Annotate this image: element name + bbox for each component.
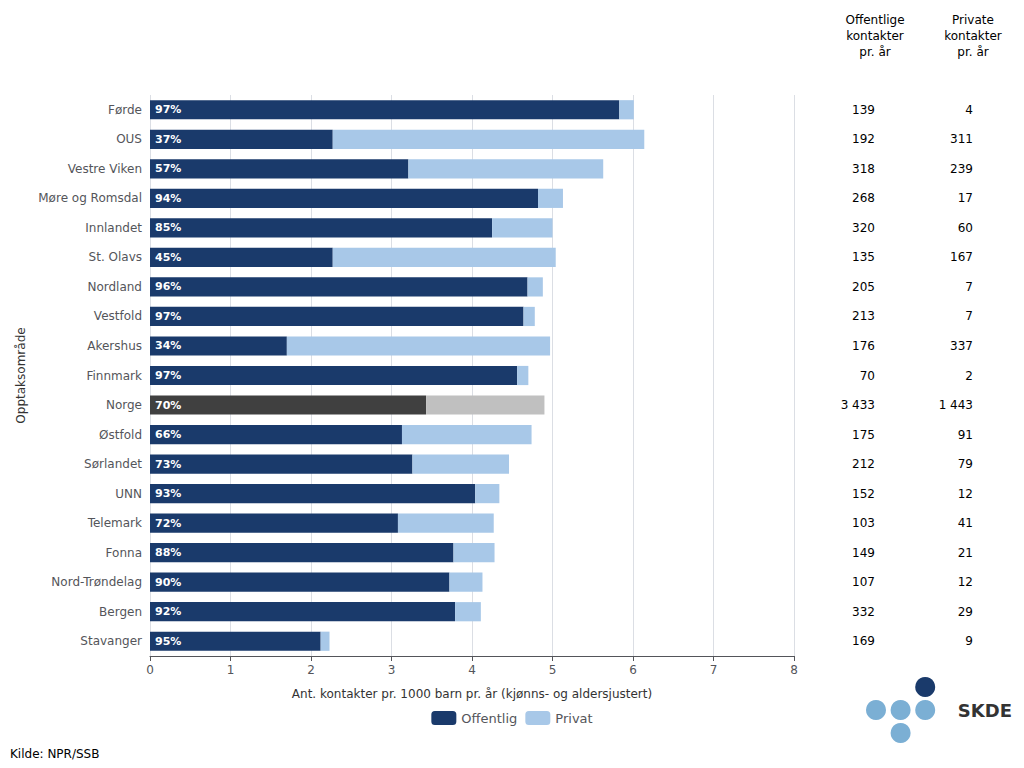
svg-text:213: 213 [852,309,875,323]
svg-text:Fonna: Fonna [106,546,142,560]
svg-text:72%: 72% [155,517,181,530]
svg-text:91: 91 [958,428,973,442]
svg-text:337: 337 [950,339,973,353]
svg-text:8: 8 [790,663,798,677]
svg-text:Offentlige: Offentlige [845,13,904,27]
svg-text:Finnmark: Finnmark [87,369,143,383]
svg-text:2: 2 [307,663,315,677]
svg-text:93%: 93% [155,487,181,500]
svg-text:6: 6 [629,663,637,677]
svg-text:97%: 97% [155,103,181,116]
svg-text:37%: 37% [155,133,181,146]
svg-text:pr. år: pr. år [859,45,890,59]
svg-text:73%: 73% [155,458,181,471]
svg-text:Stavanger: Stavanger [80,634,142,648]
svg-text:192: 192 [852,132,875,146]
svg-text:Nordland: Nordland [87,280,142,294]
svg-text:Innlandet: Innlandet [85,221,142,235]
svg-text:Opptaksområde: Opptaksområde [14,327,28,423]
svg-text:kontakter: kontakter [944,29,1002,43]
svg-text:90%: 90% [155,576,181,589]
svg-text:Norge: Norge [106,398,142,412]
svg-text:205: 205 [852,280,875,294]
svg-text:152: 152 [852,487,875,501]
svg-text:pr. år: pr. år [957,45,988,59]
svg-text:60: 60 [958,221,973,235]
svg-text:34%: 34% [155,339,181,352]
svg-text:2: 2 [965,369,973,383]
svg-text:57%: 57% [155,162,181,175]
svg-text:Ant. kontakter pr. 1000 barn p: Ant. kontakter pr. 1000 barn pr. år (kjø… [292,687,652,701]
svg-text:175: 175 [852,428,875,442]
svg-text:4: 4 [468,663,476,677]
svg-text:7: 7 [710,663,718,677]
svg-text:332: 332 [852,605,875,619]
svg-text:45%: 45% [155,251,181,264]
svg-text:268: 268 [852,191,875,205]
svg-text:169: 169 [852,634,875,648]
svg-text:139: 139 [852,103,875,117]
svg-text:97%: 97% [155,369,181,382]
svg-text:95%: 95% [155,635,181,648]
svg-text:3 433: 3 433 [841,398,875,412]
svg-text:17: 17 [958,191,973,205]
svg-text:239: 239 [950,162,973,176]
svg-text:9: 9 [965,634,973,648]
svg-text:29: 29 [958,605,973,619]
svg-text:7: 7 [965,280,973,294]
svg-text:SKDE: SKDE [958,700,1012,721]
svg-text:Bergen: Bergen [99,605,142,619]
svg-text:OUS: OUS [116,132,142,146]
svg-text:149: 149 [852,546,875,560]
svg-text:70: 70 [860,369,875,383]
svg-text:41: 41 [958,516,973,530]
svg-text:1: 1 [227,663,235,677]
svg-text:Akershus: Akershus [87,339,142,353]
svg-text:97%: 97% [155,310,181,323]
svg-text:92%: 92% [155,605,181,618]
svg-text:kontakter: kontakter [846,29,904,43]
svg-text:167: 167 [950,250,973,264]
svg-text:212: 212 [852,457,875,471]
svg-text:85%: 85% [155,221,181,234]
svg-text:Møre og Romsdal: Møre og Romsdal [38,191,142,205]
svg-text:94%: 94% [155,192,181,205]
svg-text:135: 135 [852,250,875,264]
svg-text:311: 311 [950,132,973,146]
svg-text:70%: 70% [155,399,181,412]
svg-text:Sørlandet: Sørlandet [84,457,142,471]
svg-text:12: 12 [958,575,973,589]
svg-text:Private: Private [952,13,994,27]
svg-text:176: 176 [852,339,875,353]
svg-text:88%: 88% [155,546,181,559]
svg-text:1 443: 1 443 [939,398,973,412]
svg-text:Vestre Viken: Vestre Viken [68,162,142,176]
svg-text:5: 5 [549,663,557,677]
svg-text:UNN: UNN [115,487,142,501]
svg-text:0: 0 [146,663,154,677]
svg-text:7: 7 [965,309,973,323]
svg-text:320: 320 [852,221,875,235]
svg-text:103: 103 [852,516,875,530]
svg-text:12: 12 [958,487,973,501]
svg-text:66%: 66% [155,428,181,441]
svg-text:Vestfold: Vestfold [94,309,142,323]
svg-text:Privat: Privat [555,711,592,726]
svg-text:21: 21 [958,546,973,560]
svg-text:3: 3 [388,663,396,677]
svg-text:Førde: Førde [108,103,142,117]
svg-text:4: 4 [965,103,973,117]
svg-text:Offentlig: Offentlig [461,711,517,726]
svg-text:107: 107 [852,575,875,589]
svg-text:79: 79 [958,457,973,471]
svg-text:96%: 96% [155,280,181,293]
svg-text:St. Olavs: St. Olavs [89,250,142,264]
svg-text:Kilde: NPR/SSB: Kilde: NPR/SSB [10,747,99,761]
svg-text:Telemark: Telemark [87,516,142,530]
svg-text:Nord-Trøndelag: Nord-Trøndelag [51,575,142,589]
svg-text:Østfold: Østfold [99,428,142,442]
svg-text:318: 318 [852,162,875,176]
